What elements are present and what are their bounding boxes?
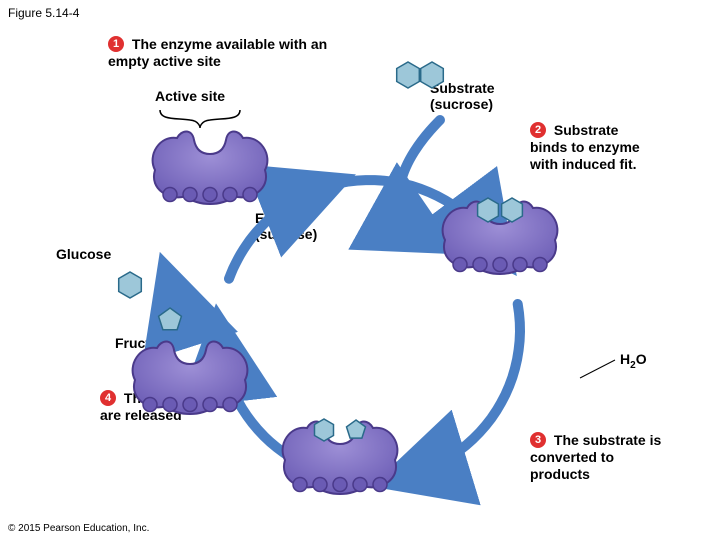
- h2o-o: O: [636, 351, 647, 367]
- enzyme-label-sub: (sucrase): [255, 226, 317, 242]
- step-2-text: Substrate binds to enzyme with induced f…: [530, 122, 640, 172]
- step-3-badge: 3: [530, 432, 546, 448]
- step-3-text: The substrate is converted to products: [530, 432, 661, 482]
- h2o-h: H: [620, 351, 630, 367]
- step-4-badge: 4: [100, 390, 116, 406]
- step-1-badge: 1: [108, 36, 124, 52]
- step-1-text: The enzyme available with an empty activ…: [108, 36, 327, 69]
- substrate-label-sub: (sucrose): [430, 96, 495, 112]
- h2o-label: H2O: [620, 351, 647, 371]
- enzyme-label-text: Enzyme: [255, 210, 317, 226]
- fructose-label: Fructose: [115, 335, 174, 351]
- glucose-icon: [119, 272, 142, 298]
- substrate-label: Substrate (sucrose): [430, 80, 495, 112]
- step-4: 4 The products are released: [100, 390, 230, 424]
- step-4-text: The products are released: [100, 390, 213, 423]
- substrate-label-text: Substrate: [430, 80, 495, 96]
- step-2-badge: 2: [530, 122, 546, 138]
- figure-number: Figure 5.14-4: [8, 6, 79, 20]
- glucose-label: Glucose: [56, 246, 111, 262]
- active-site-brace: [160, 110, 240, 128]
- step-2: 2 Substrate binds to enzyme with induced…: [530, 122, 650, 173]
- fructose-icon: [159, 308, 182, 330]
- enzyme-label: Enzyme (sucrase): [255, 210, 317, 242]
- cycle-arrows: [172, 120, 520, 479]
- step-1: 1 The enzyme available with an empty act…: [108, 36, 338, 70]
- enzymes: [133, 132, 558, 495]
- h2o-leader: [580, 360, 615, 378]
- active-site-label: Active site: [155, 88, 225, 104]
- copyright: © 2015 Pearson Education, Inc.: [8, 523, 149, 534]
- step-3: 3 The substrate is converted to products: [530, 432, 670, 483]
